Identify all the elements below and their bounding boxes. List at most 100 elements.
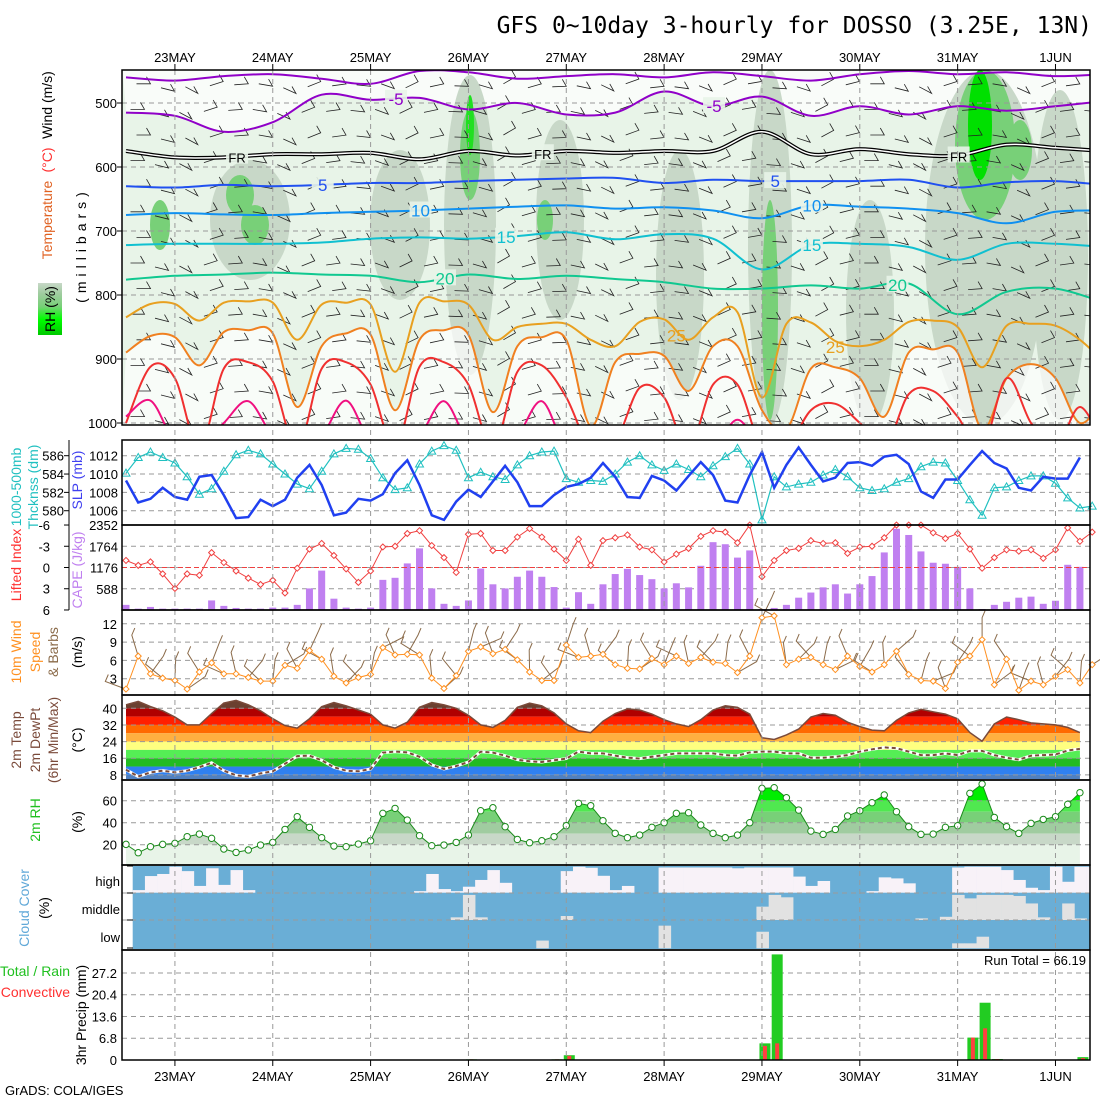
wind-barb (342, 654, 359, 678)
wind-barb (405, 176, 419, 191)
wind-barb (503, 274, 517, 289)
wind-speed-point (232, 670, 240, 678)
thickness-tick-label: 582 (42, 485, 64, 500)
wind-barb (992, 79, 1008, 87)
cape-bar (501, 588, 509, 610)
wind-barb (692, 211, 708, 220)
wind-barb (405, 74, 419, 89)
thickness-point (402, 482, 413, 492)
wind-barb (234, 76, 249, 86)
contour-label: 20 (436, 269, 455, 288)
wind-barb (448, 258, 464, 266)
wind-barb (968, 127, 983, 137)
wind-barb (382, 630, 406, 649)
rh-point (244, 846, 253, 854)
cloud-bar-low (976, 936, 990, 949)
cloud-bar-high (878, 877, 892, 893)
wind-barb (405, 228, 419, 242)
wind-barb (497, 351, 511, 366)
wind-speed-point (648, 654, 656, 663)
contour-label-bg (433, 269, 456, 286)
wind-barb (896, 629, 917, 652)
wind-barb (1059, 307, 1075, 317)
thickness-point (867, 485, 877, 495)
wind-barb (796, 288, 812, 297)
wind-barb (772, 235, 788, 243)
pressure-tick-label: 800 (95, 288, 117, 303)
wind-barb (480, 631, 505, 648)
rh-point (929, 830, 937, 838)
cape-bar (330, 598, 338, 610)
wind-barb (870, 179, 885, 187)
wind-barb (130, 102, 146, 110)
wind-barb (503, 376, 517, 392)
thickness-point (647, 459, 657, 469)
wind-barb (625, 276, 640, 289)
wind-barb (986, 258, 1002, 266)
rh-point (293, 812, 301, 821)
wind-barb (1050, 647, 1069, 670)
wind-barb (258, 79, 274, 87)
wind-barb (283, 342, 297, 351)
thickness-point (622, 457, 633, 466)
rh-point (207, 834, 216, 843)
contour-label: 15 (497, 228, 516, 247)
wind-barb (448, 155, 464, 164)
thickness-point (500, 474, 510, 484)
wind-barb (668, 158, 684, 167)
li-point (574, 535, 583, 543)
wind-barb (380, 132, 396, 141)
thickness-point (1062, 492, 1073, 502)
wind-barb (845, 330, 861, 342)
cape-bar (623, 568, 631, 610)
wind-barb (498, 639, 518, 661)
contour-label-bg (800, 196, 823, 213)
cloud-bar-high (768, 867, 782, 893)
wind-barb (423, 409, 439, 420)
li-tick-label: 6 (43, 603, 50, 618)
contour-label-bg (311, 175, 334, 192)
rh-point (574, 799, 583, 808)
rh-point (379, 809, 387, 818)
label-2m-rh: 2m RH (27, 798, 43, 842)
rh-point (452, 838, 460, 847)
wind-barb (625, 225, 640, 238)
wind-speed-point (599, 650, 607, 659)
wind-barb (130, 255, 146, 264)
wind-barb (1090, 233, 1100, 240)
cape-bar (807, 592, 815, 610)
cape-bar (575, 592, 583, 610)
wind-speed-point (733, 668, 742, 677)
rh-point (697, 821, 705, 829)
wind-speed-point (562, 641, 570, 649)
rh-contour-area (537, 200, 553, 240)
li-point (428, 541, 436, 550)
wind-barb (497, 197, 511, 213)
isotherm-line (125, 231, 1090, 271)
li-point (697, 532, 705, 541)
wind-barb (619, 251, 634, 264)
rh-point (525, 839, 534, 847)
wind-speed-point (574, 653, 583, 662)
wind-barb (1016, 86, 1031, 95)
rh-point (917, 830, 925, 839)
wind-barb (521, 204, 536, 217)
wind-barb (1041, 125, 1056, 139)
contour-label-bg (764, 172, 787, 189)
wind-barb (552, 232, 567, 241)
wind-barb (552, 283, 567, 292)
li-point (513, 533, 522, 541)
wind-barb (1065, 281, 1081, 291)
li-point (794, 544, 803, 553)
li-point (941, 534, 950, 543)
wind-barb (136, 230, 152, 238)
wind-barb (1016, 393, 1031, 402)
li-point (354, 578, 363, 587)
wind-speed-point (220, 670, 228, 678)
precip-convective-bar (970, 1037, 975, 1060)
wind-barb (894, 340, 910, 348)
label-speed: Speed (27, 632, 43, 672)
rh-point (807, 827, 815, 835)
wind-barb (888, 160, 904, 169)
wind-barb (747, 330, 763, 341)
